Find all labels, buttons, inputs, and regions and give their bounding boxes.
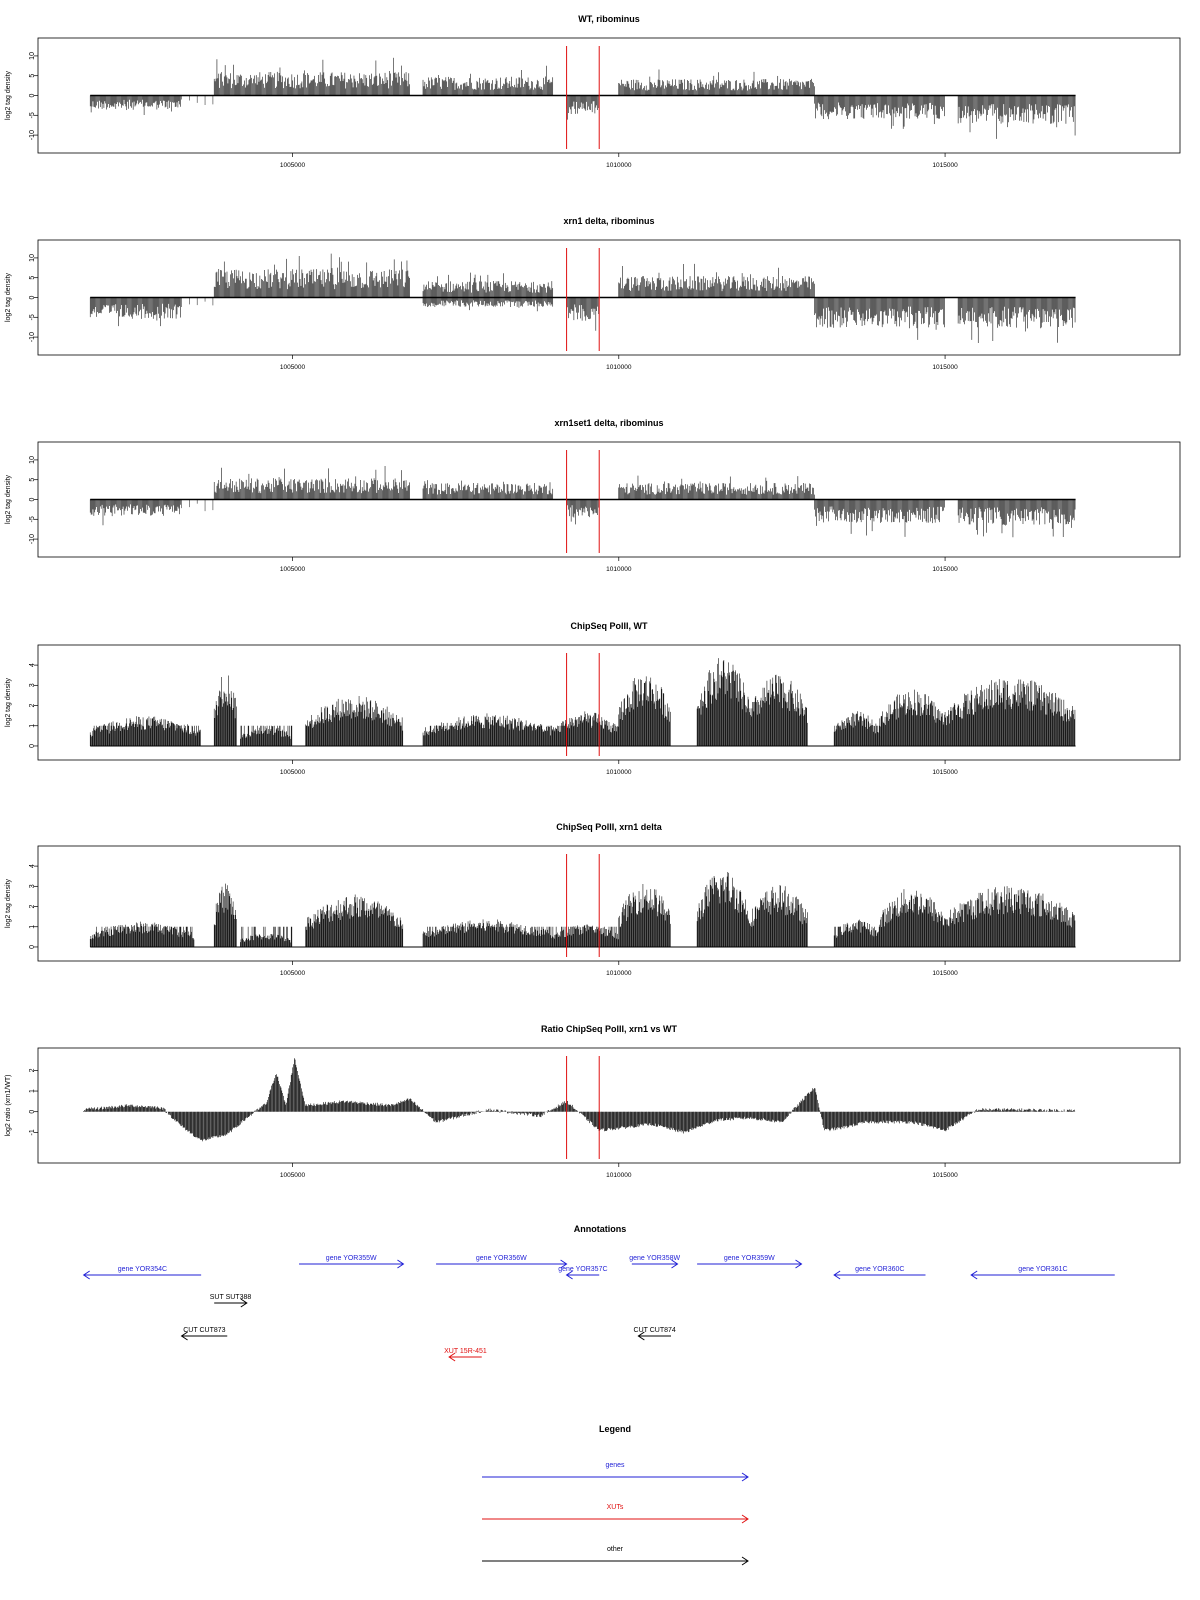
panel-title: xrn1 delta, ribominus <box>563 216 654 226</box>
data-bars <box>89 465 1076 538</box>
panel-title: WT, ribominus <box>578 14 640 24</box>
data-bars <box>89 253 1076 344</box>
y-tick-label: 1 <box>29 724 36 728</box>
x-tick-label: 1010000 <box>606 970 632 977</box>
y-tick-label: 5 <box>29 276 36 280</box>
y-tick-label: 10 <box>29 52 36 60</box>
y-tick-label: 0 <box>29 93 36 97</box>
y-tick-label: -10 <box>29 332 36 342</box>
y-tick-label: -5 <box>29 314 36 320</box>
y-tick-label: 3 <box>29 683 36 687</box>
x-tick-label: 1015000 <box>932 162 958 169</box>
data-bars <box>89 871 1076 947</box>
y-axis-label: log2 tag density <box>5 677 12 727</box>
panel-chip_xrn1: ChipSeq PolII, xrn1 delta 0 1 2 3 4 log2 tag d… <box>5 822 1181 977</box>
panel-xrn1set1: xrn1set1 delta, ribominus -10 -5 0 5 10 log2 t… <box>5 418 1181 573</box>
y-tick-label: 5 <box>29 478 36 482</box>
y-tick-label: 4 <box>29 864 36 868</box>
y-tick-label: 3 <box>29 884 36 888</box>
x-tick-label: 1015000 <box>932 364 958 371</box>
y-tick-label: 0 <box>29 945 36 949</box>
panel-chip_wt: ChipSeq PolII, WT 0 1 2 3 4 log2 tag density 10… <box>5 621 1181 776</box>
y-tick-label: 2 <box>29 703 36 707</box>
y-axis-label: log2 tag density <box>5 878 12 928</box>
x-tick-label: 1005000 <box>280 970 306 977</box>
panel-title: xrn1set1 delta, ribominus <box>554 418 663 428</box>
panel-xrn1: xrn1 delta, ribominus -10 -5 0 5 10 log2 tag d… <box>5 216 1181 371</box>
data-bars <box>89 57 1076 139</box>
y-tick-label: 5 <box>29 74 36 78</box>
x-tick-label: 1010000 <box>606 162 632 169</box>
y-tick-label: 1 <box>29 925 36 929</box>
x-tick-label: 1010000 <box>606 769 632 776</box>
x-tick-label: 1005000 <box>280 162 306 169</box>
panel-wt: WT, ribominus -10 -5 0 5 10 log2 tag density 10… <box>5 14 1181 169</box>
plot-frame <box>37 845 1181 962</box>
y-tick-label: 10 <box>29 254 36 262</box>
y-tick-label: 10 <box>29 456 36 464</box>
y-tick-label: 0 <box>29 744 36 748</box>
data-bars <box>89 658 1076 746</box>
x-tick-label: 1010000 <box>606 364 632 371</box>
y-tick-label: 0 <box>29 497 36 501</box>
y-tick-label: 0 <box>29 295 36 299</box>
y-tick-label: -10 <box>29 130 36 140</box>
panel-title: ChipSeq PolII, xrn1 delta <box>556 822 663 832</box>
y-tick-label: -5 <box>29 112 36 118</box>
x-tick-label: 1005000 <box>280 566 306 573</box>
y-tick-label: -5 <box>29 516 36 522</box>
x-tick-label: 1015000 <box>932 970 958 977</box>
plot-frame <box>37 644 1181 761</box>
x-tick-label: 1015000 <box>932 566 958 573</box>
panel-title: ChipSeq PolII, WT <box>571 621 648 631</box>
y-tick-label: 4 <box>29 663 36 667</box>
x-tick-label: 1010000 <box>606 566 632 573</box>
y-axis-label: log2 tag density <box>5 272 12 322</box>
x-tick-label: 1015000 <box>932 769 958 776</box>
y-tick-label: 2 <box>29 904 36 908</box>
x-tick-label: 1005000 <box>280 769 306 776</box>
y-tick-label: -10 <box>29 534 36 544</box>
y-axis-label: log2 tag density <box>5 474 12 524</box>
x-tick-label: 1005000 <box>280 364 306 371</box>
y-axis-label: log2 tag density <box>5 70 12 120</box>
